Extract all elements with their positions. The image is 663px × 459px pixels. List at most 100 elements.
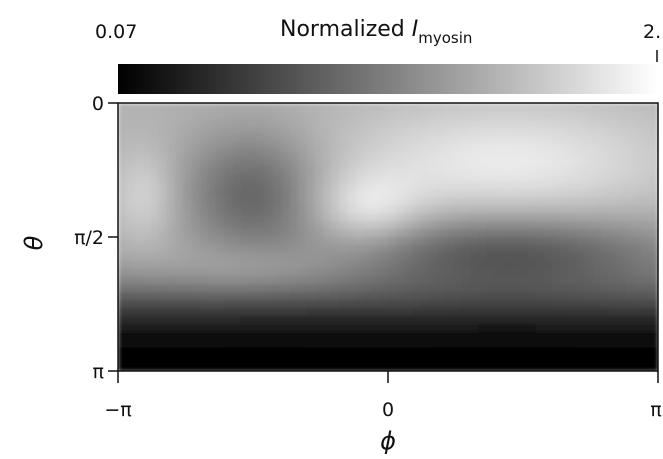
heatmap-cell — [412, 134, 422, 144]
heatmap-cell — [257, 221, 266, 230]
heatmap-cell — [510, 331, 520, 341]
heatmap-cell — [576, 197, 585, 207]
heatmap-cell — [314, 284, 324, 293]
heatmap-cell — [158, 213, 168, 222]
heatmap-cell — [469, 142, 479, 151]
heatmap-cell — [379, 213, 389, 222]
heatmap-cell — [150, 103, 160, 112]
heatmap-cell — [641, 292, 651, 301]
heatmap-cell — [625, 284, 635, 293]
colorbar — [118, 64, 658, 94]
heatmap-cell — [191, 284, 201, 293]
heatmap-cell — [420, 166, 430, 175]
heatmap-cell — [437, 213, 446, 222]
heatmap-cell — [240, 158, 250, 167]
heatmap-cell — [306, 244, 315, 254]
heatmap-cell — [306, 189, 315, 199]
heatmap-cell — [240, 300, 250, 309]
heatmap-cell — [273, 229, 283, 238]
heatmap-cell — [592, 339, 602, 348]
heatmap-cell — [379, 166, 389, 175]
heatmap-cell — [445, 355, 455, 364]
heatmap-cell — [600, 315, 610, 325]
heatmap-cell — [158, 355, 168, 364]
heatmap-cell — [289, 339, 299, 348]
heatmap-cell — [543, 118, 553, 128]
heatmap-cell — [126, 331, 135, 341]
heatmap-cell — [265, 331, 275, 341]
heatmap-cell — [641, 260, 651, 270]
heatmap-cell — [551, 189, 561, 199]
heatmap-cell — [314, 189, 324, 199]
heatmap-cell — [126, 347, 135, 356]
heatmap-cell — [600, 158, 610, 167]
heatmap-cell — [461, 237, 471, 246]
heatmap-cell — [289, 323, 299, 333]
heatmap-cell — [126, 126, 135, 136]
heatmap-cell — [126, 252, 135, 262]
heatmap-cell — [118, 276, 127, 285]
heatmap-cell — [551, 221, 561, 230]
heatmap-cell — [641, 339, 651, 348]
heatmap-cell — [355, 307, 365, 317]
heatmap-cell — [142, 142, 152, 151]
heatmap-cell — [379, 150, 389, 159]
heatmap-cell — [150, 134, 160, 144]
heatmap-cell — [257, 323, 266, 333]
heatmap-cell — [535, 363, 545, 371]
heatmap-cell — [584, 331, 594, 341]
heatmap-cell — [298, 189, 307, 199]
heatmap-cell — [257, 363, 266, 371]
heatmap-cell — [453, 150, 463, 159]
heatmap-cell — [347, 166, 356, 175]
heatmap-cell — [625, 181, 635, 191]
heatmap-cell — [576, 110, 585, 120]
heatmap-cell — [510, 237, 520, 246]
heatmap-cell — [388, 213, 397, 222]
heatmap-cell — [412, 166, 422, 175]
heatmap-cell — [216, 221, 225, 230]
heatmap-cell — [273, 126, 283, 136]
heatmap-cell — [404, 213, 414, 222]
heatmap-cell — [183, 331, 193, 341]
heatmap-cell — [625, 189, 635, 199]
heatmap-cell — [469, 173, 479, 183]
heatmap-cell — [412, 150, 422, 159]
heatmap-cell — [363, 331, 373, 341]
heatmap-cell — [379, 355, 389, 364]
heatmap-cell — [592, 150, 602, 159]
heatmap-cell — [592, 103, 602, 112]
heatmap-cell — [208, 339, 217, 348]
heatmap-cell — [208, 268, 217, 278]
heatmap-cell — [428, 134, 438, 144]
heatmap-cell — [240, 126, 250, 136]
heatmap-cell — [199, 300, 209, 309]
heatmap-cell — [289, 307, 299, 317]
heatmap-cell — [298, 118, 307, 128]
heatmap-cell — [625, 126, 635, 136]
heatmap-cell — [330, 237, 340, 246]
heatmap-cell — [134, 173, 144, 183]
heatmap-cell — [224, 173, 234, 183]
heatmap-cell — [437, 189, 446, 199]
heatmap-cell — [445, 134, 455, 144]
heatmap-cell — [420, 244, 430, 254]
heatmap-cell — [543, 339, 553, 348]
heatmap-cell — [257, 347, 266, 356]
heatmap-cell — [584, 347, 594, 356]
heatmap-cell — [314, 134, 324, 144]
heatmap-cell — [608, 355, 618, 364]
heatmap-cell — [617, 284, 626, 293]
heatmap-cell — [396, 300, 405, 309]
heatmap-cell — [150, 158, 160, 167]
heatmap-cell — [535, 355, 545, 364]
heatmap-cell — [649, 181, 658, 191]
heatmap-cell — [306, 134, 315, 144]
heatmap-cell — [543, 347, 553, 356]
heatmap-cell — [167, 118, 176, 128]
heatmap-cell — [396, 221, 405, 230]
heatmap-cell — [641, 276, 651, 285]
heatmap-cell — [478, 213, 487, 222]
heatmap-cell — [265, 268, 275, 278]
heatmap-cell — [494, 150, 504, 159]
